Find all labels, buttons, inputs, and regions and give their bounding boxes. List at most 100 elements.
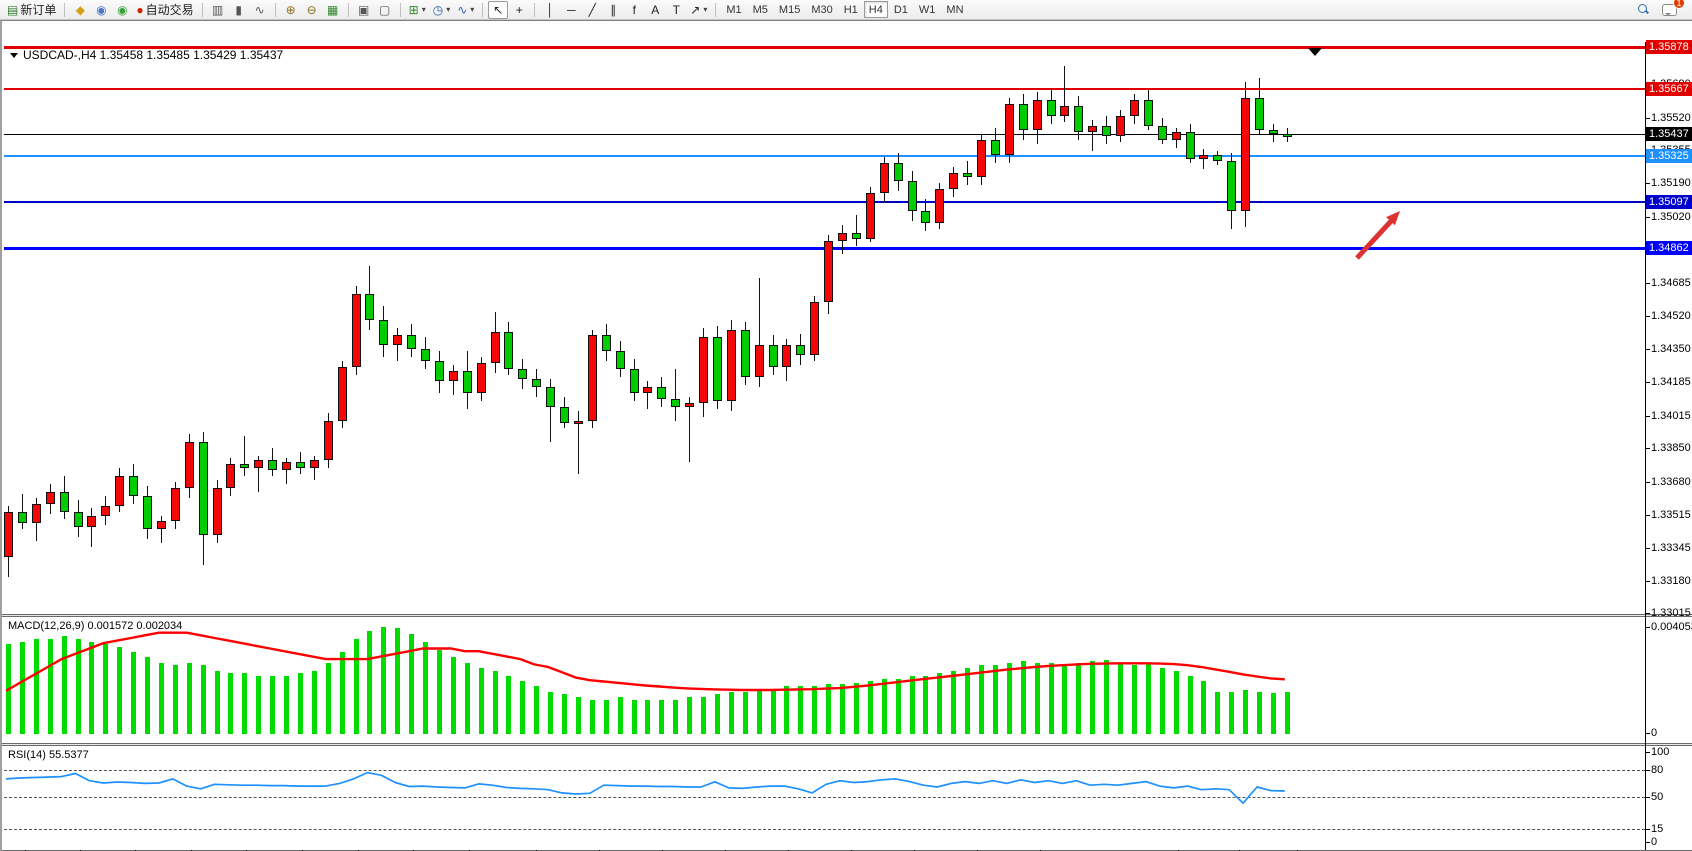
horizontal-level-line-1.35437[interactable]	[4, 134, 1645, 136]
price-axis-tick	[1645, 349, 1650, 351]
macd-histogram-bar	[284, 675, 289, 734]
horizontal-level-line-1.35097[interactable]	[4, 200, 1645, 203]
dropdown-arrow-icon[interactable]: ▾	[421, 5, 426, 14]
indicators-button[interactable]: ∿ ▾	[454, 1, 477, 19]
text-label-button[interactable]: T	[666, 1, 686, 19]
timeframe-d1-button[interactable]: D1	[893, 3, 908, 16]
macd-histogram-bar	[659, 699, 665, 734]
timeframe-h4-button[interactable]: H4	[863, 1, 888, 18]
arrows-button[interactable]: ↗ ▾	[687, 1, 710, 19]
period-clock-button[interactable]: ◷ ▾	[430, 1, 454, 19]
timeframe-w1-button[interactable]: W1	[918, 3, 936, 16]
candle-body	[129, 475, 139, 496]
horizontal-level-line-1.35325[interactable]	[4, 155, 1645, 158]
new-chart-button[interactable]: ⊞ ▾	[406, 1, 429, 19]
channel-button[interactable]: ∥	[603, 1, 623, 19]
dropdown-arrow-icon[interactable]: ▾	[470, 5, 475, 14]
toolbar-separator	[201, 2, 203, 17]
new-order-button[interactable]: ▤ 新订单	[4, 1, 59, 19]
rsi-level-line-80	[4, 770, 1645, 771]
price-badge-1.35878: 1.35878	[1646, 40, 1692, 54]
zoom-in-button[interactable]: ⊕	[281, 1, 301, 19]
macd-histogram-bar	[1257, 691, 1262, 734]
arrange-charts-button[interactable]: ▣	[354, 1, 374, 19]
rsi-indicator-pane[interactable]: RSI(14) 55.5377	[2, 746, 1692, 849]
timeframe-m30-button[interactable]: M30	[811, 3, 833, 16]
dropdown-arrow-icon[interactable]: ▾	[446, 5, 451, 14]
timeframe-m15-button[interactable]: M15	[778, 3, 801, 16]
macd-histogram-bar	[1104, 660, 1110, 734]
candle-body	[351, 293, 361, 368]
candle-body	[170, 487, 180, 522]
fibonacci-button[interactable]: f	[624, 1, 644, 19]
metaeditor-button[interactable]: ◆	[70, 1, 90, 19]
macd-histogram-bar	[562, 694, 567, 734]
notifications-button[interactable]: 1	[1659, 0, 1685, 19]
rsi-axis-label: 80	[1651, 764, 1664, 776]
price-chart-pane[interactable]: USDCAD-,H4 1.35458 1.35485 1.35429 1.354…	[2, 42, 1692, 614]
pane-separator[interactable]	[2, 614, 1692, 617]
macd-histogram-bar	[548, 691, 554, 734]
candle-body	[365, 293, 375, 320]
macd-histogram-bar	[270, 675, 276, 734]
macd-histogram-bar	[311, 670, 317, 734]
rsi-axis-tick	[1645, 842, 1650, 843]
candle-body	[685, 402, 695, 407]
candlestick-chart-button[interactable]: ▮	[229, 1, 249, 19]
line-chart-button[interactable]: ∿	[250, 1, 270, 19]
timeframe-h1-button[interactable]: H1	[843, 3, 858, 16]
vertical-line-button[interactable]: │	[540, 1, 560, 19]
macd-histogram-bar	[395, 628, 401, 734]
macd-histogram-bar	[673, 699, 679, 734]
macd-histogram-bar	[798, 686, 804, 734]
signals-button[interactable]: ◉	[112, 1, 132, 19]
timeframe-m1-button[interactable]: M1	[726, 3, 742, 16]
new-order-icon: ▤	[7, 2, 19, 17]
candle-body	[421, 349, 430, 362]
line-chart-icon: ∿	[254, 2, 265, 17]
autotrade-button[interactable]: ● 自动交易	[133, 1, 196, 19]
search-button[interactable]	[1633, 1, 1653, 19]
candle-body	[1227, 161, 1237, 211]
zoom-out-button[interactable]: ⊖	[302, 1, 322, 19]
main-toolbar: ▤ 新订单 ◆ ◉ ◉ ● 自动交易 ▥ ▮ ∿ ⊕ ⊖ ▦ ▣ ▢ ⊞ ▾ ◷ ▾ ∿ ▾ ↖ + │ ─ ╱ ∥ f A T ↗ ▾ M1 M…	[0, 0, 1692, 20]
cascade-charts-button[interactable]: ▢	[375, 1, 395, 19]
macd-histogram-bar	[1145, 662, 1151, 734]
macd-histogram-bar	[186, 662, 192, 734]
horizontal-level-line-1.35878[interactable]	[4, 46, 1645, 49]
dropdown-arrow-icon[interactable]: ▾	[703, 5, 708, 14]
chart-dropdown-icon[interactable]	[10, 52, 18, 62]
candle-body	[462, 371, 472, 393]
market-watch-button[interactable]: ◉	[91, 1, 111, 19]
macd-histogram-bar	[381, 627, 387, 734]
candle-wick	[1203, 149, 1205, 170]
timeframe-mn-button[interactable]: MN	[946, 3, 964, 16]
trendline-button[interactable]: ╱	[582, 1, 602, 19]
horizontal-line-button[interactable]: ─	[561, 1, 581, 19]
timeframe-m5-button[interactable]: M5	[752, 3, 768, 16]
pane-separator[interactable]	[2, 743, 1692, 746]
macd-histogram-bar	[158, 662, 164, 734]
horizontal-level-line-1.35667[interactable]	[4, 87, 1645, 90]
price-axis-tick-label: 1.33680	[1651, 475, 1691, 488]
macd-histogram-bar	[1215, 691, 1221, 734]
market-watch-icon: ◉	[96, 2, 107, 17]
candle-body	[1185, 131, 1195, 160]
candle-body	[1143, 100, 1153, 126]
candle-body	[198, 442, 208, 536]
macd-histogram-bar	[6, 644, 11, 734]
channel-icon: ∥	[610, 2, 617, 17]
macd-histogram-bar	[131, 652, 137, 734]
macd-histogram-bar	[840, 683, 845, 734]
horizontal-line-icon: ─	[567, 2, 576, 17]
text-button[interactable]: A	[645, 1, 665, 19]
bar-chart-button[interactable]: ▥	[208, 1, 228, 19]
tile-windows-button[interactable]: ▦	[323, 1, 343, 19]
cursor-button[interactable]: ↖	[488, 0, 509, 19]
macd-histogram-bar	[436, 649, 442, 734]
candle-body	[379, 319, 389, 346]
candle-body	[73, 511, 83, 528]
crosshair-button[interactable]: +	[509, 1, 529, 19]
macd-indicator-pane[interactable]: MACD(12,26,9) 0.001572 0.002034	[2, 617, 1692, 743]
macd-histogram-bar	[492, 670, 498, 734]
